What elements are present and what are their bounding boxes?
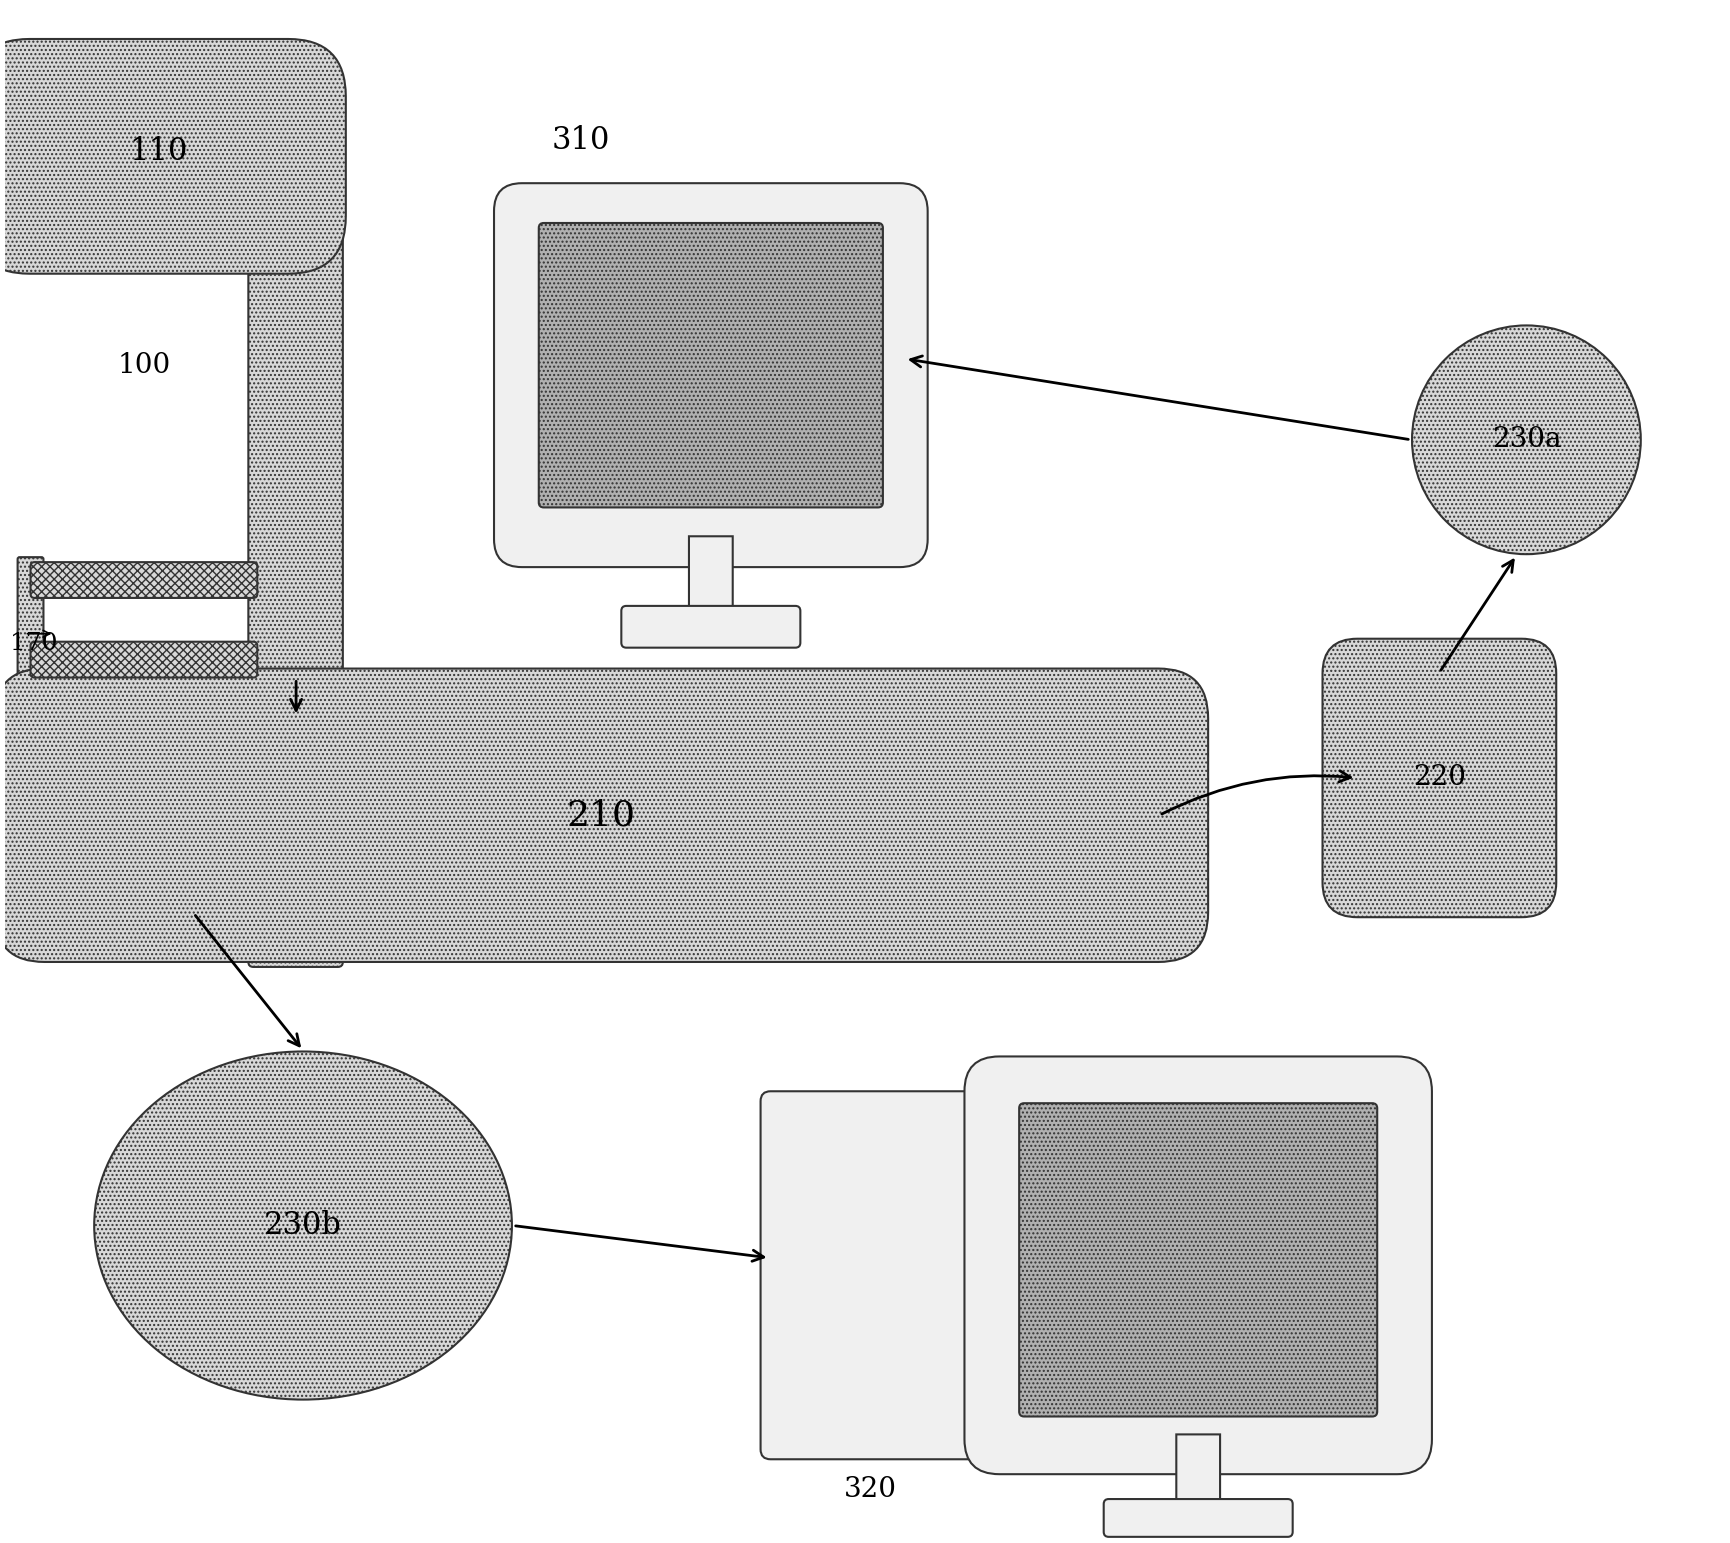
FancyBboxPatch shape: [689, 537, 732, 611]
Text: 100: 100: [118, 352, 171, 378]
FancyBboxPatch shape: [31, 562, 258, 599]
Text: 230b: 230b: [265, 1210, 343, 1241]
FancyBboxPatch shape: [247, 82, 343, 967]
FancyBboxPatch shape: [31, 642, 258, 677]
FancyBboxPatch shape: [759, 1091, 979, 1460]
FancyBboxPatch shape: [964, 1057, 1431, 1474]
FancyBboxPatch shape: [1104, 1500, 1292, 1537]
Ellipse shape: [93, 1051, 512, 1400]
FancyBboxPatch shape: [1322, 639, 1555, 917]
Ellipse shape: [1412, 326, 1640, 554]
Text: 320: 320: [843, 1475, 896, 1503]
FancyBboxPatch shape: [1176, 1435, 1220, 1504]
Text: 170: 170: [10, 633, 57, 656]
FancyBboxPatch shape: [621, 606, 799, 648]
Text: 110: 110: [130, 136, 189, 167]
FancyBboxPatch shape: [17, 557, 43, 680]
FancyBboxPatch shape: [0, 668, 1208, 961]
FancyBboxPatch shape: [1019, 1103, 1377, 1416]
FancyBboxPatch shape: [0, 39, 346, 273]
Text: 220: 220: [1412, 764, 1465, 792]
Text: 210: 210: [567, 798, 635, 832]
FancyBboxPatch shape: [493, 184, 927, 568]
Text: 230a: 230a: [1491, 426, 1560, 454]
FancyBboxPatch shape: [538, 224, 882, 508]
Text: 310: 310: [552, 125, 609, 156]
